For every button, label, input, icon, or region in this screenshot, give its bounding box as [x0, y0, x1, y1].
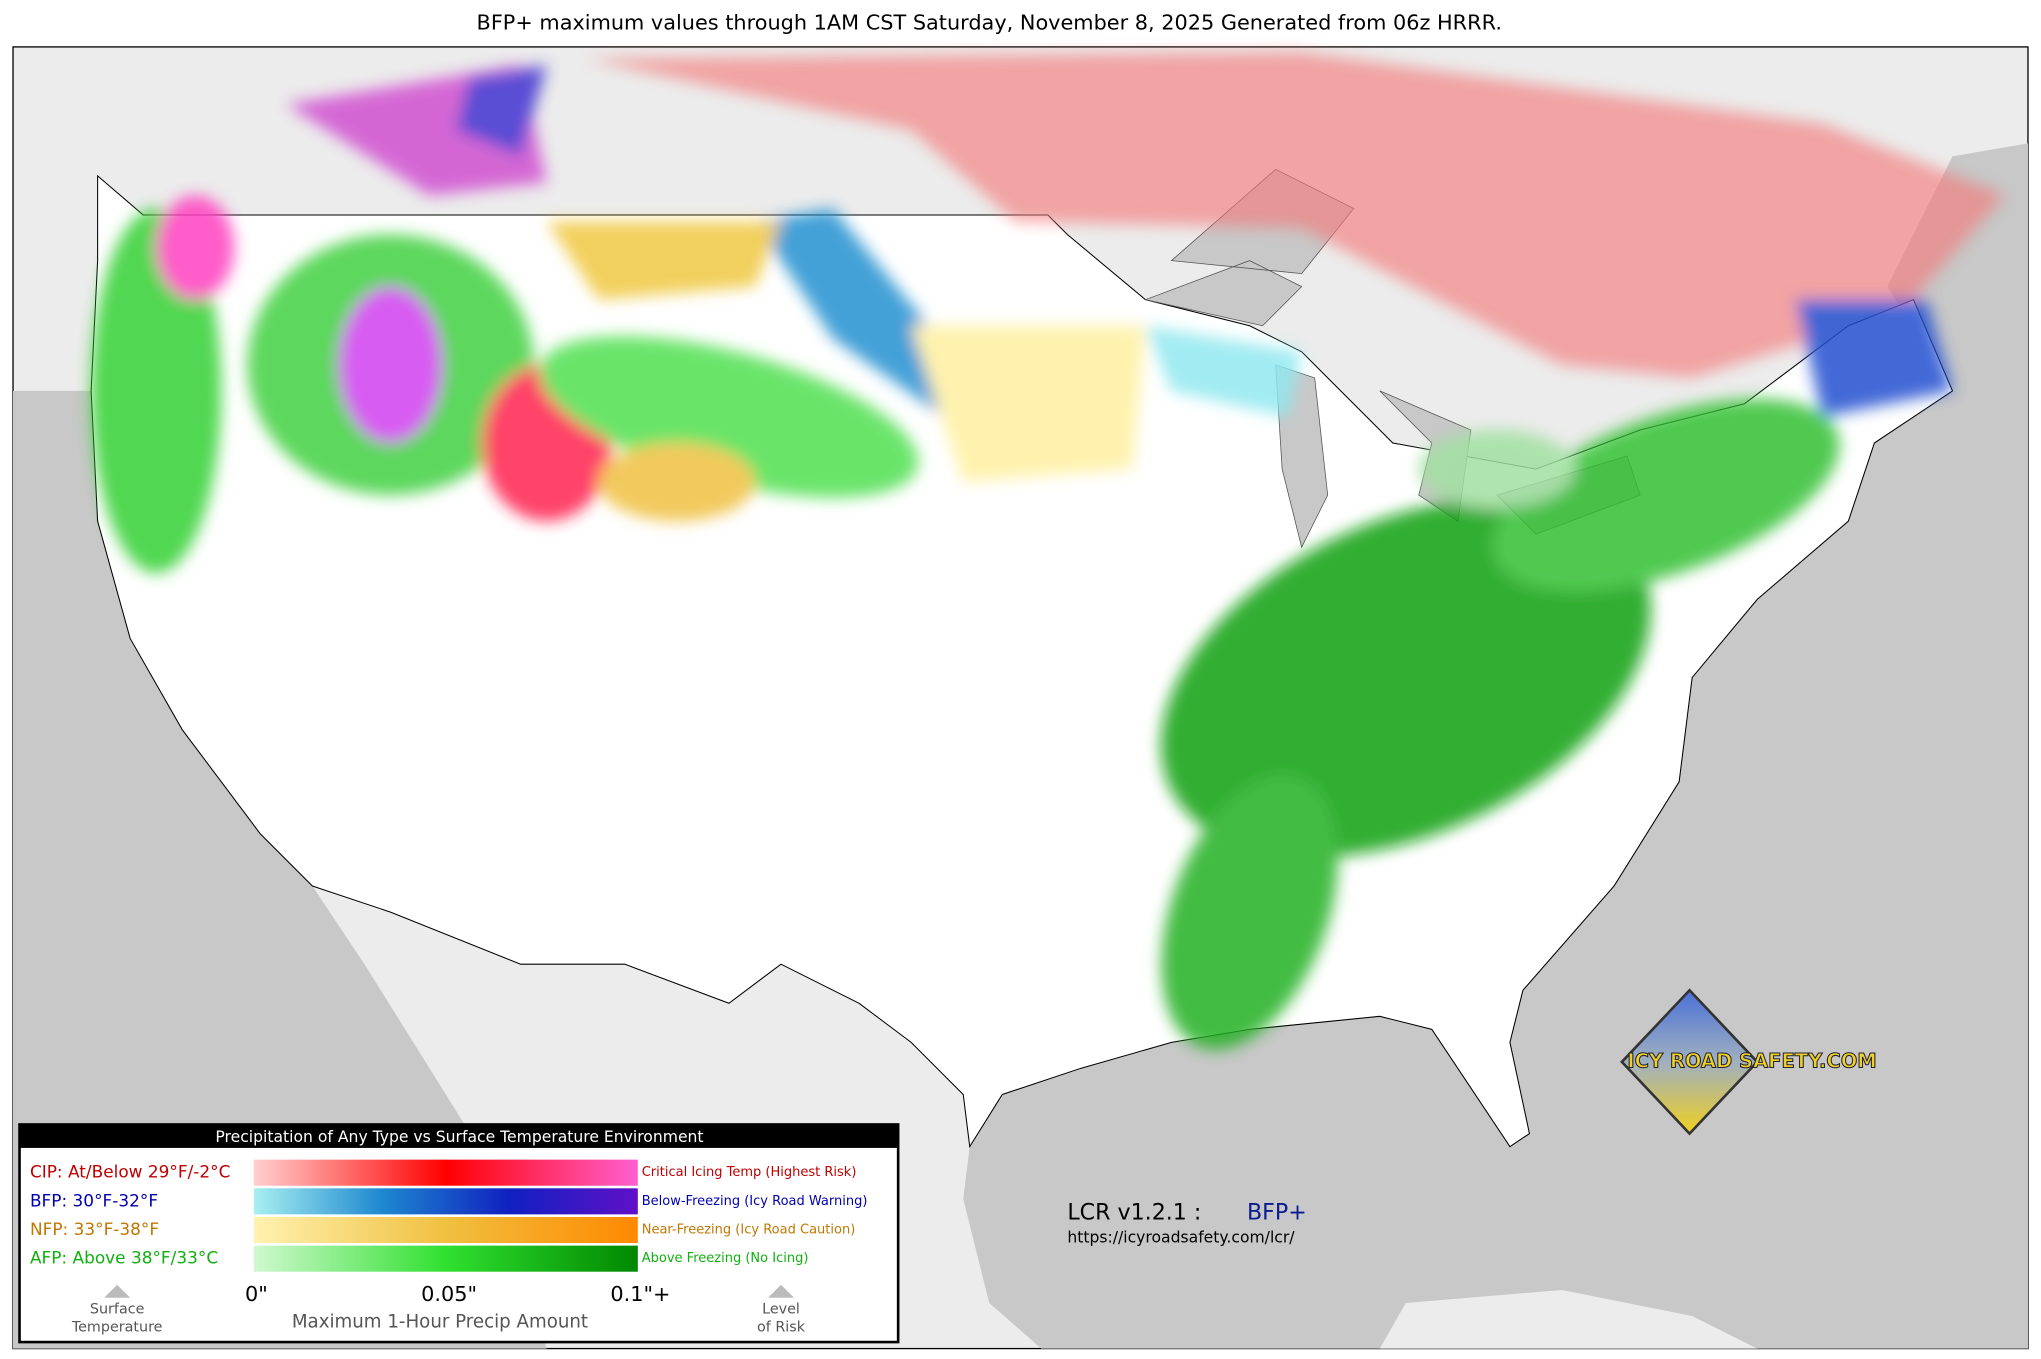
legend: Precipitation of Any Type vs Surface Tem… — [18, 1123, 900, 1344]
logo-diamond — [1620, 988, 1760, 1136]
title: BFP+ maximum values through 1AM CST Satu… — [477, 10, 1502, 34]
legend-label: CIP: At/Below 29°F/-2°C — [30, 1162, 230, 1182]
map — [12, 46, 2029, 1350]
legend-description: Above Freezing (No Icing) — [642, 1251, 809, 1266]
scale-label: 0.1"+ — [610, 1282, 670, 1306]
legend-header — [19, 1124, 899, 1148]
right-axis: of Risk — [757, 1320, 806, 1336]
watermark: LCR v1.2.1 : BFP+ https://icyroadsafety.… — [1067, 1200, 1306, 1247]
scale-label: 0.05" — [421, 1282, 477, 1306]
legend-label: NFP: 33°F-38°F — [30, 1219, 159, 1239]
legend-gradient — [253, 1245, 638, 1272]
logo: ICY ROAD SAFETY.COM — [1620, 988, 1877, 1136]
product: BFP+ — [1247, 1200, 1307, 1226]
scale-label: 0" — [245, 1282, 268, 1306]
url: https://icyroadsafety.com/lcr/ — [1067, 1228, 1295, 1246]
precip-field — [91, 52, 2005, 1050]
legend-gradient — [253, 1216, 638, 1244]
legend-description: Below-Freezing (Icy Road Warning) — [642, 1194, 868, 1209]
legend-gradient — [253, 1188, 638, 1215]
left-axis: Temperature — [71, 1320, 163, 1336]
cuba — [1379, 1289, 1758, 1349]
logo-text: ICY ROAD SAFETY.COM — [1627, 1049, 1876, 1072]
version: LCR v1.2.1 : — [1067, 1200, 1201, 1226]
legend-label: BFP: 30°F-32°F — [30, 1190, 158, 1210]
legend-label: AFP: Above 38°F/33°C — [30, 1248, 218, 1268]
legend-gradient — [253, 1159, 638, 1186]
right-axis: Level — [762, 1301, 800, 1317]
legend-description: Near-Freezing (Icy Road Caution) — [642, 1223, 856, 1238]
legend-description: Critical Icing Temp (Highest Risk) — [642, 1165, 857, 1180]
left-axis: Surface — [90, 1301, 145, 1317]
pacific — [13, 390, 547, 1349]
scale-title: Maximum 1-Hour Precip Amount — [292, 1312, 588, 1333]
legend-title: Precipitation of Any Type vs Surface Tem… — [215, 1128, 703, 1146]
